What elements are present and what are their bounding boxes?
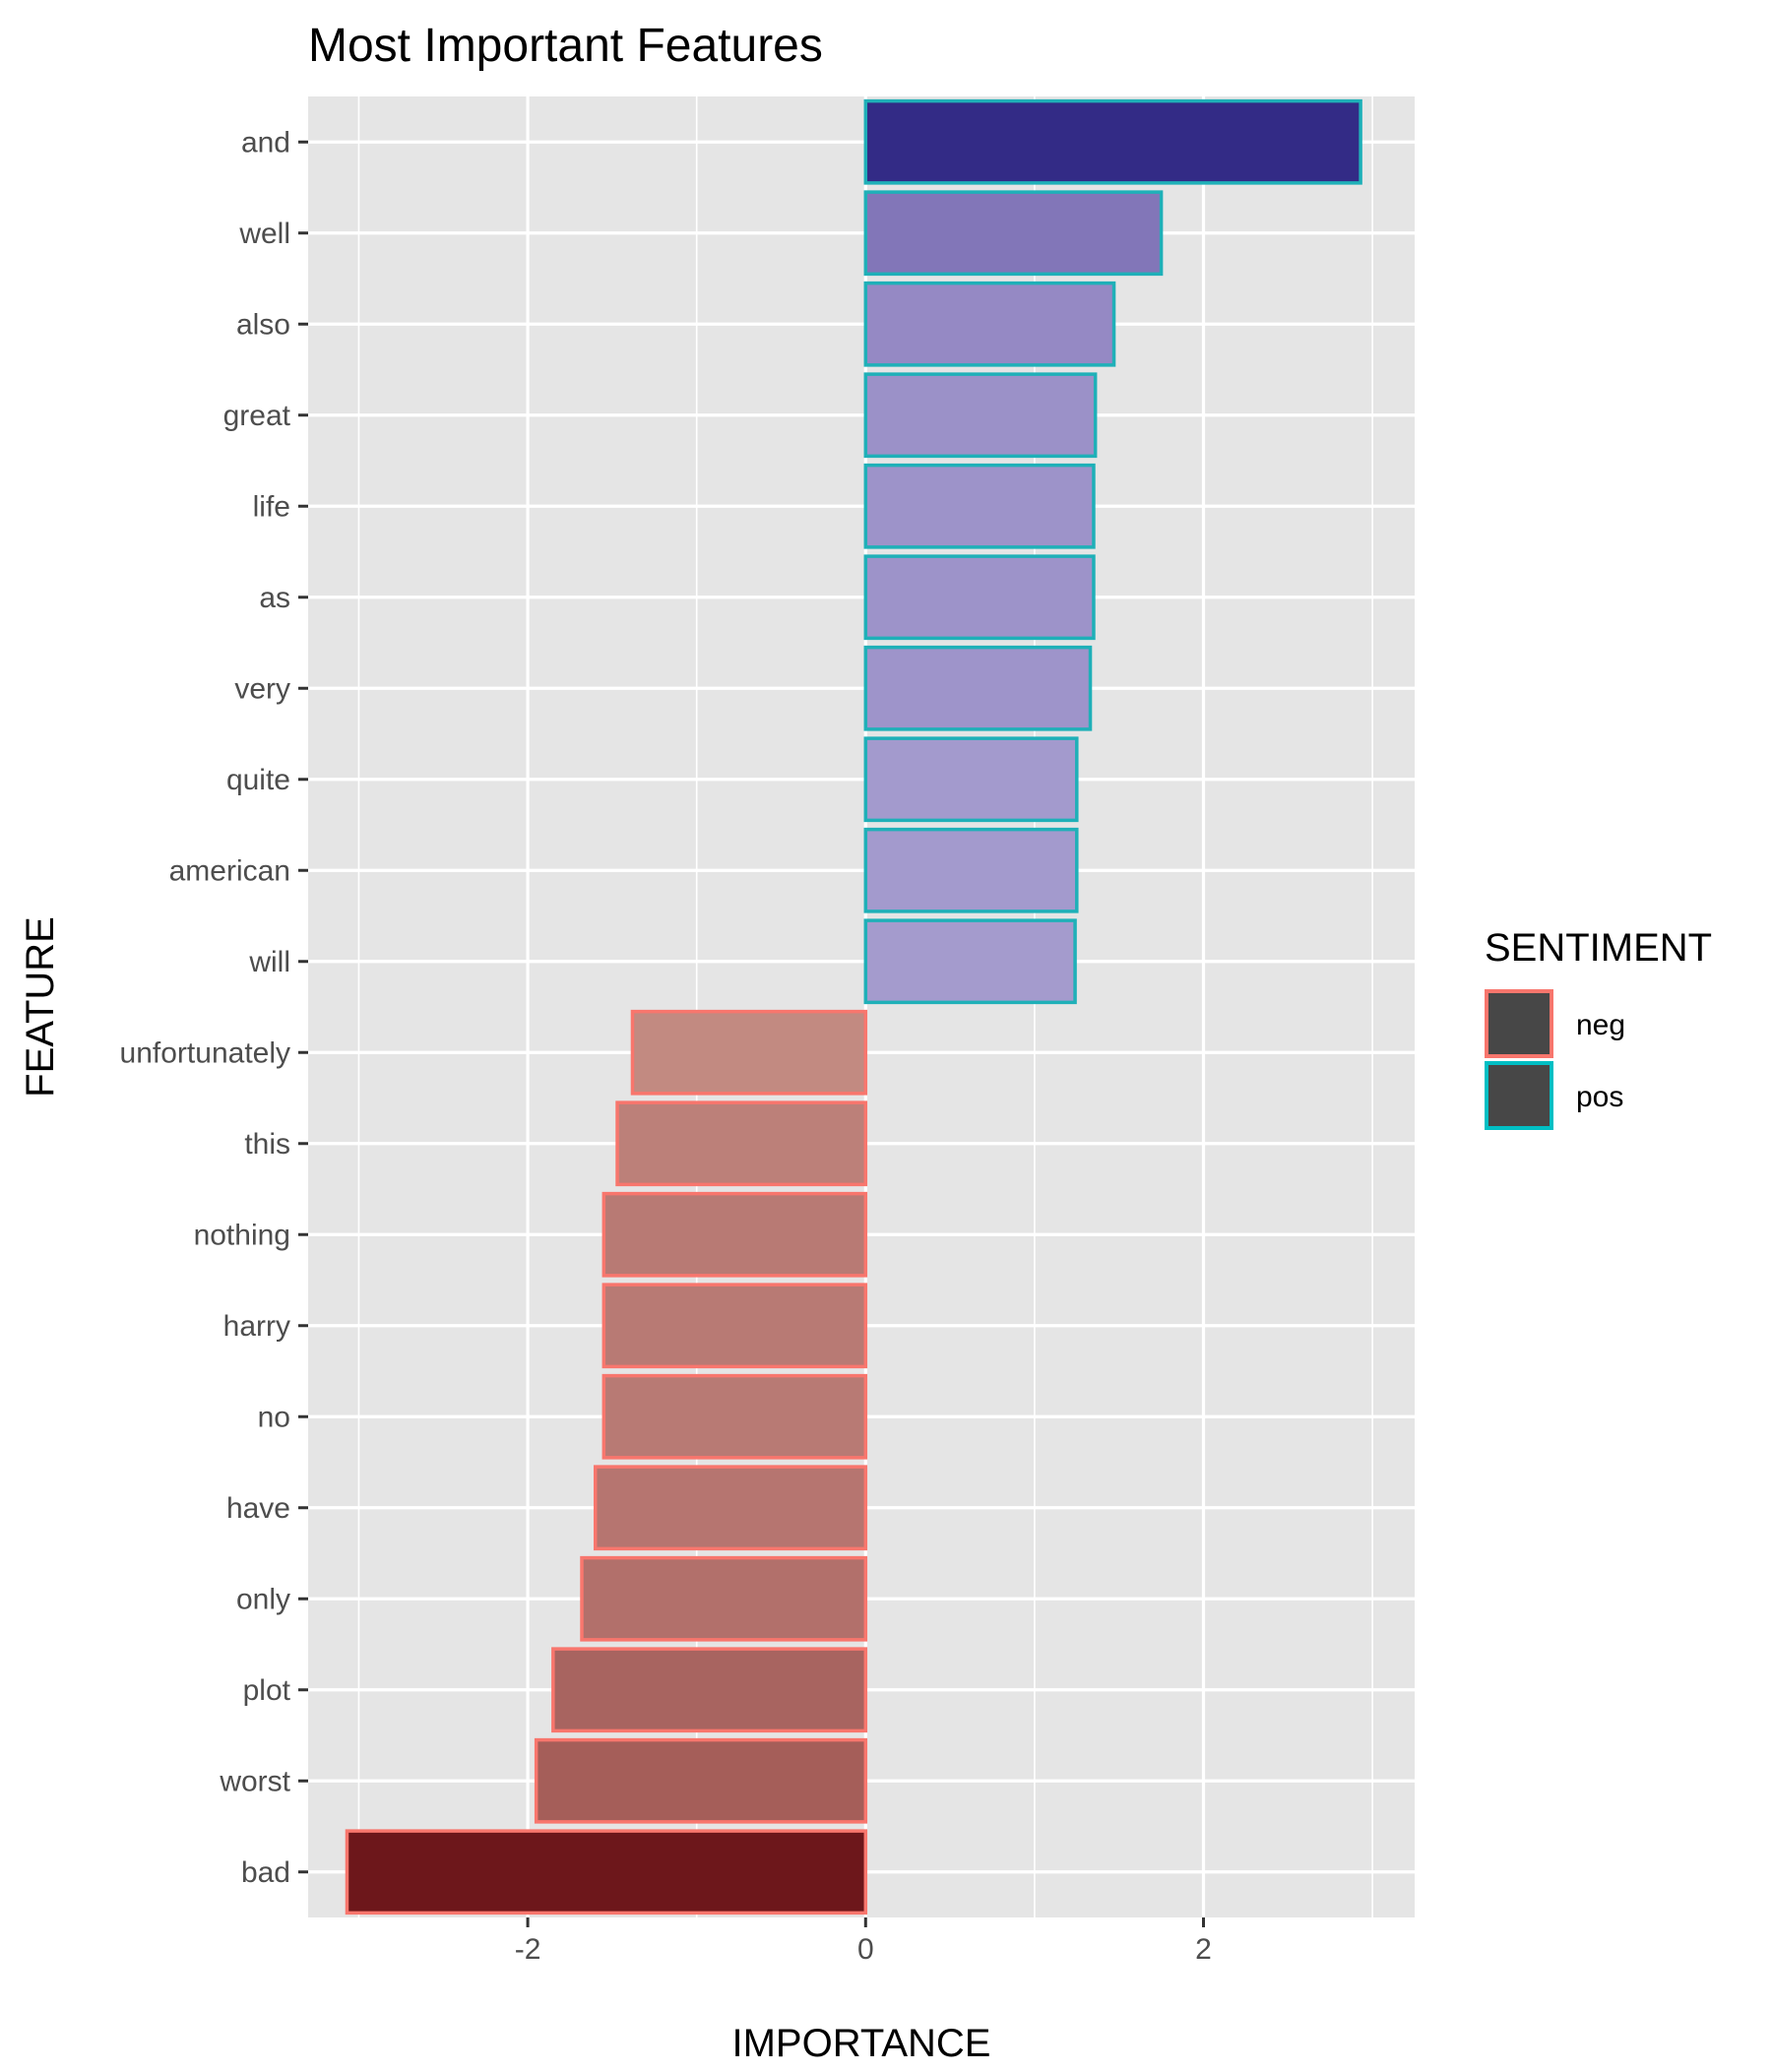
bar-only: [580, 1555, 868, 1642]
y-tick-label: well: [238, 218, 290, 250]
legend-entries: neg pos: [1485, 989, 1625, 1130]
y-tick-label: great: [223, 400, 291, 432]
y-tick-label: plot: [243, 1674, 291, 1707]
bar-harry: [601, 1283, 868, 1369]
bar-worst: [534, 1737, 868, 1824]
chart-title: Most Important Features: [308, 20, 823, 72]
bar-life: [863, 463, 1096, 549]
y-tick-label: life: [253, 490, 290, 523]
bar-also: [863, 281, 1116, 367]
bar-and: [863, 98, 1362, 185]
y-tick-label: have: [226, 1492, 290, 1525]
bar-plot: [551, 1647, 868, 1733]
legend-label-pos: pos: [1576, 1081, 1623, 1113]
y-axis: and well also great life as very quite american w…: [120, 126, 308, 1889]
y-tick-label: and: [241, 126, 290, 158]
y-tick-label: also: [236, 308, 290, 341]
bar-have: [593, 1465, 868, 1551]
y-tick-label: only: [236, 1583, 290, 1615]
bars: [345, 98, 1362, 1915]
y-tick-label: will: [248, 946, 290, 978]
bar-very: [863, 645, 1093, 731]
y-tick-label: as: [259, 582, 290, 614]
x-tick-label: 2: [1195, 1933, 1212, 1966]
y-tick-label: unfortunately: [120, 1036, 290, 1069]
x-axis-title: IMPORTANCE: [732, 2022, 991, 2065]
y-tick-label: quite: [226, 764, 290, 796]
bar-american: [863, 827, 1079, 913]
legend: SENTIMENT neg pos: [1485, 926, 1712, 1130]
y-tick-label: no: [258, 1401, 290, 1433]
y-axis-title: FEATURE: [19, 916, 62, 1098]
y-tick-label: this: [244, 1128, 290, 1161]
y-tick-label: american: [169, 854, 290, 887]
y-tick-label: bad: [241, 1856, 290, 1889]
legend-key-pos: [1485, 1061, 1553, 1130]
x-axis: -2 0 2: [515, 1917, 1212, 1966]
y-tick-label: harry: [223, 1310, 290, 1343]
x-tick-label: -2: [515, 1933, 541, 1966]
bar-well: [863, 190, 1164, 277]
bar-nothing: [601, 1191, 868, 1278]
legend-label-neg: neg: [1576, 1009, 1625, 1041]
legend-title: SENTIMENT: [1485, 926, 1712, 970]
y-tick-label: worst: [219, 1765, 290, 1797]
bar-unfortunately: [630, 1009, 868, 1096]
bar-as: [863, 554, 1096, 641]
bar-this: [615, 1100, 868, 1187]
bar-will: [863, 918, 1077, 1005]
bar-great: [863, 372, 1098, 459]
y-tick-label: nothing: [194, 1219, 290, 1251]
y-tick-label: very: [234, 672, 290, 705]
legend-key-neg: [1485, 989, 1553, 1058]
bar-no: [601, 1373, 868, 1460]
plot-panel: [308, 96, 1415, 1917]
bar-bad: [345, 1829, 868, 1915]
bar-quite: [863, 736, 1079, 823]
x-tick-label: 0: [857, 1933, 874, 1966]
